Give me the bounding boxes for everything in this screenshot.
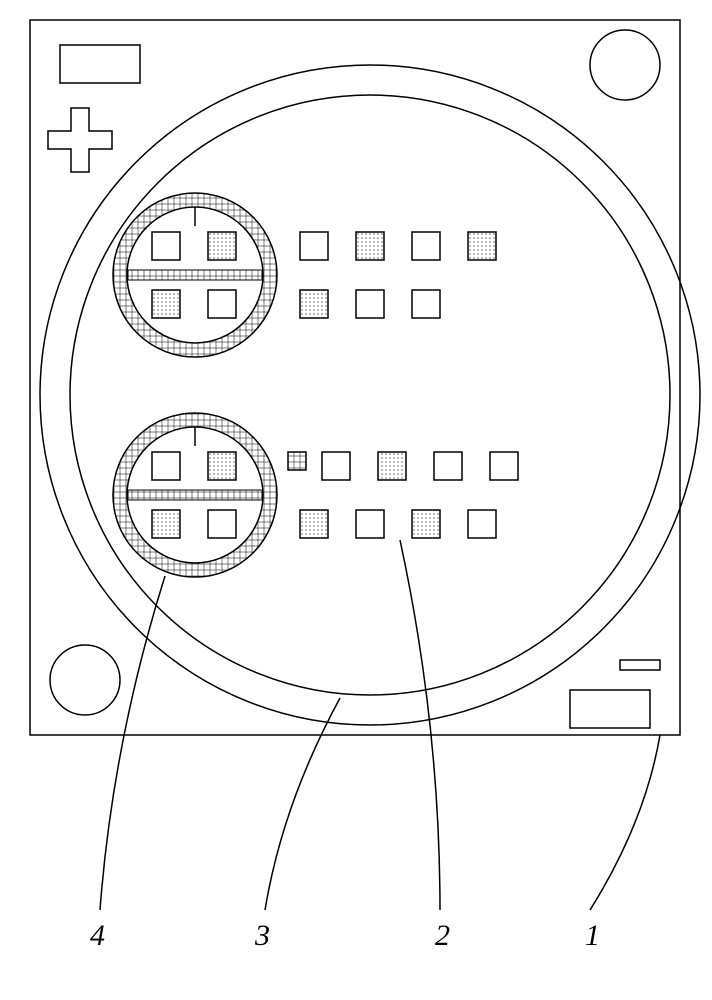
plus-sign <box>48 108 112 172</box>
grid-bottom-square-4 <box>490 452 518 480</box>
circular-component-1-square-3 <box>208 510 236 538</box>
circular-component-0-square-3 <box>208 290 236 318</box>
diagram-canvas: 4 3 2 1 <box>0 0 712 1000</box>
leader-line-3 <box>265 698 340 910</box>
circular-component-0-square-2 <box>152 290 180 318</box>
circular-component-0-bar-0 <box>128 270 262 280</box>
grid-bottom-square-5 <box>300 510 328 538</box>
circular-component-1-square-2 <box>152 510 180 538</box>
circular-component-0-square-1 <box>208 232 236 260</box>
grid-bottom-square-3 <box>434 452 462 480</box>
grid-bottom-square-1 <box>322 452 350 480</box>
grid-top-square-4 <box>300 290 328 318</box>
grid-bottom-square-6 <box>356 510 384 538</box>
grid-bottom-square-8 <box>468 510 496 538</box>
circular-component-1-square-0 <box>152 452 180 480</box>
leader-label-4: 4 <box>90 919 105 952</box>
grid-bottom-square-2 <box>378 452 406 480</box>
grid-bottom-square-7 <box>412 510 440 538</box>
leader-line-1 <box>590 735 660 910</box>
grid-top-square-5 <box>356 290 384 318</box>
grid-top-square-1 <box>356 232 384 260</box>
grid-top-square-3 <box>468 232 496 260</box>
grid-top-square-2 <box>412 232 440 260</box>
grid-top-square-6 <box>412 290 440 318</box>
outer-ring-outer <box>40 65 700 725</box>
grid-bottom-square-0 <box>288 452 306 470</box>
main-diagram: 4 3 2 1 <box>30 20 700 952</box>
corner-circle-bl <box>50 645 120 715</box>
corner-rect-tl <box>60 45 140 83</box>
circular-component-1-bar-0 <box>128 490 262 500</box>
leader-line-2 <box>400 540 440 910</box>
minus-sign <box>620 660 660 670</box>
leader-label-3: 3 <box>254 919 270 952</box>
substrate <box>30 20 680 735</box>
leader-label-1: 1 <box>585 919 600 952</box>
outer-ring-inner <box>70 95 670 695</box>
leader-label-2: 2 <box>435 919 450 952</box>
circular-component-1-square-1 <box>208 452 236 480</box>
grid-top-square-0 <box>300 232 328 260</box>
leader-line-4 <box>100 576 165 910</box>
circular-component-0-square-0 <box>152 232 180 260</box>
corner-rect-br <box>570 690 650 728</box>
corner-circle-tr <box>590 30 660 100</box>
